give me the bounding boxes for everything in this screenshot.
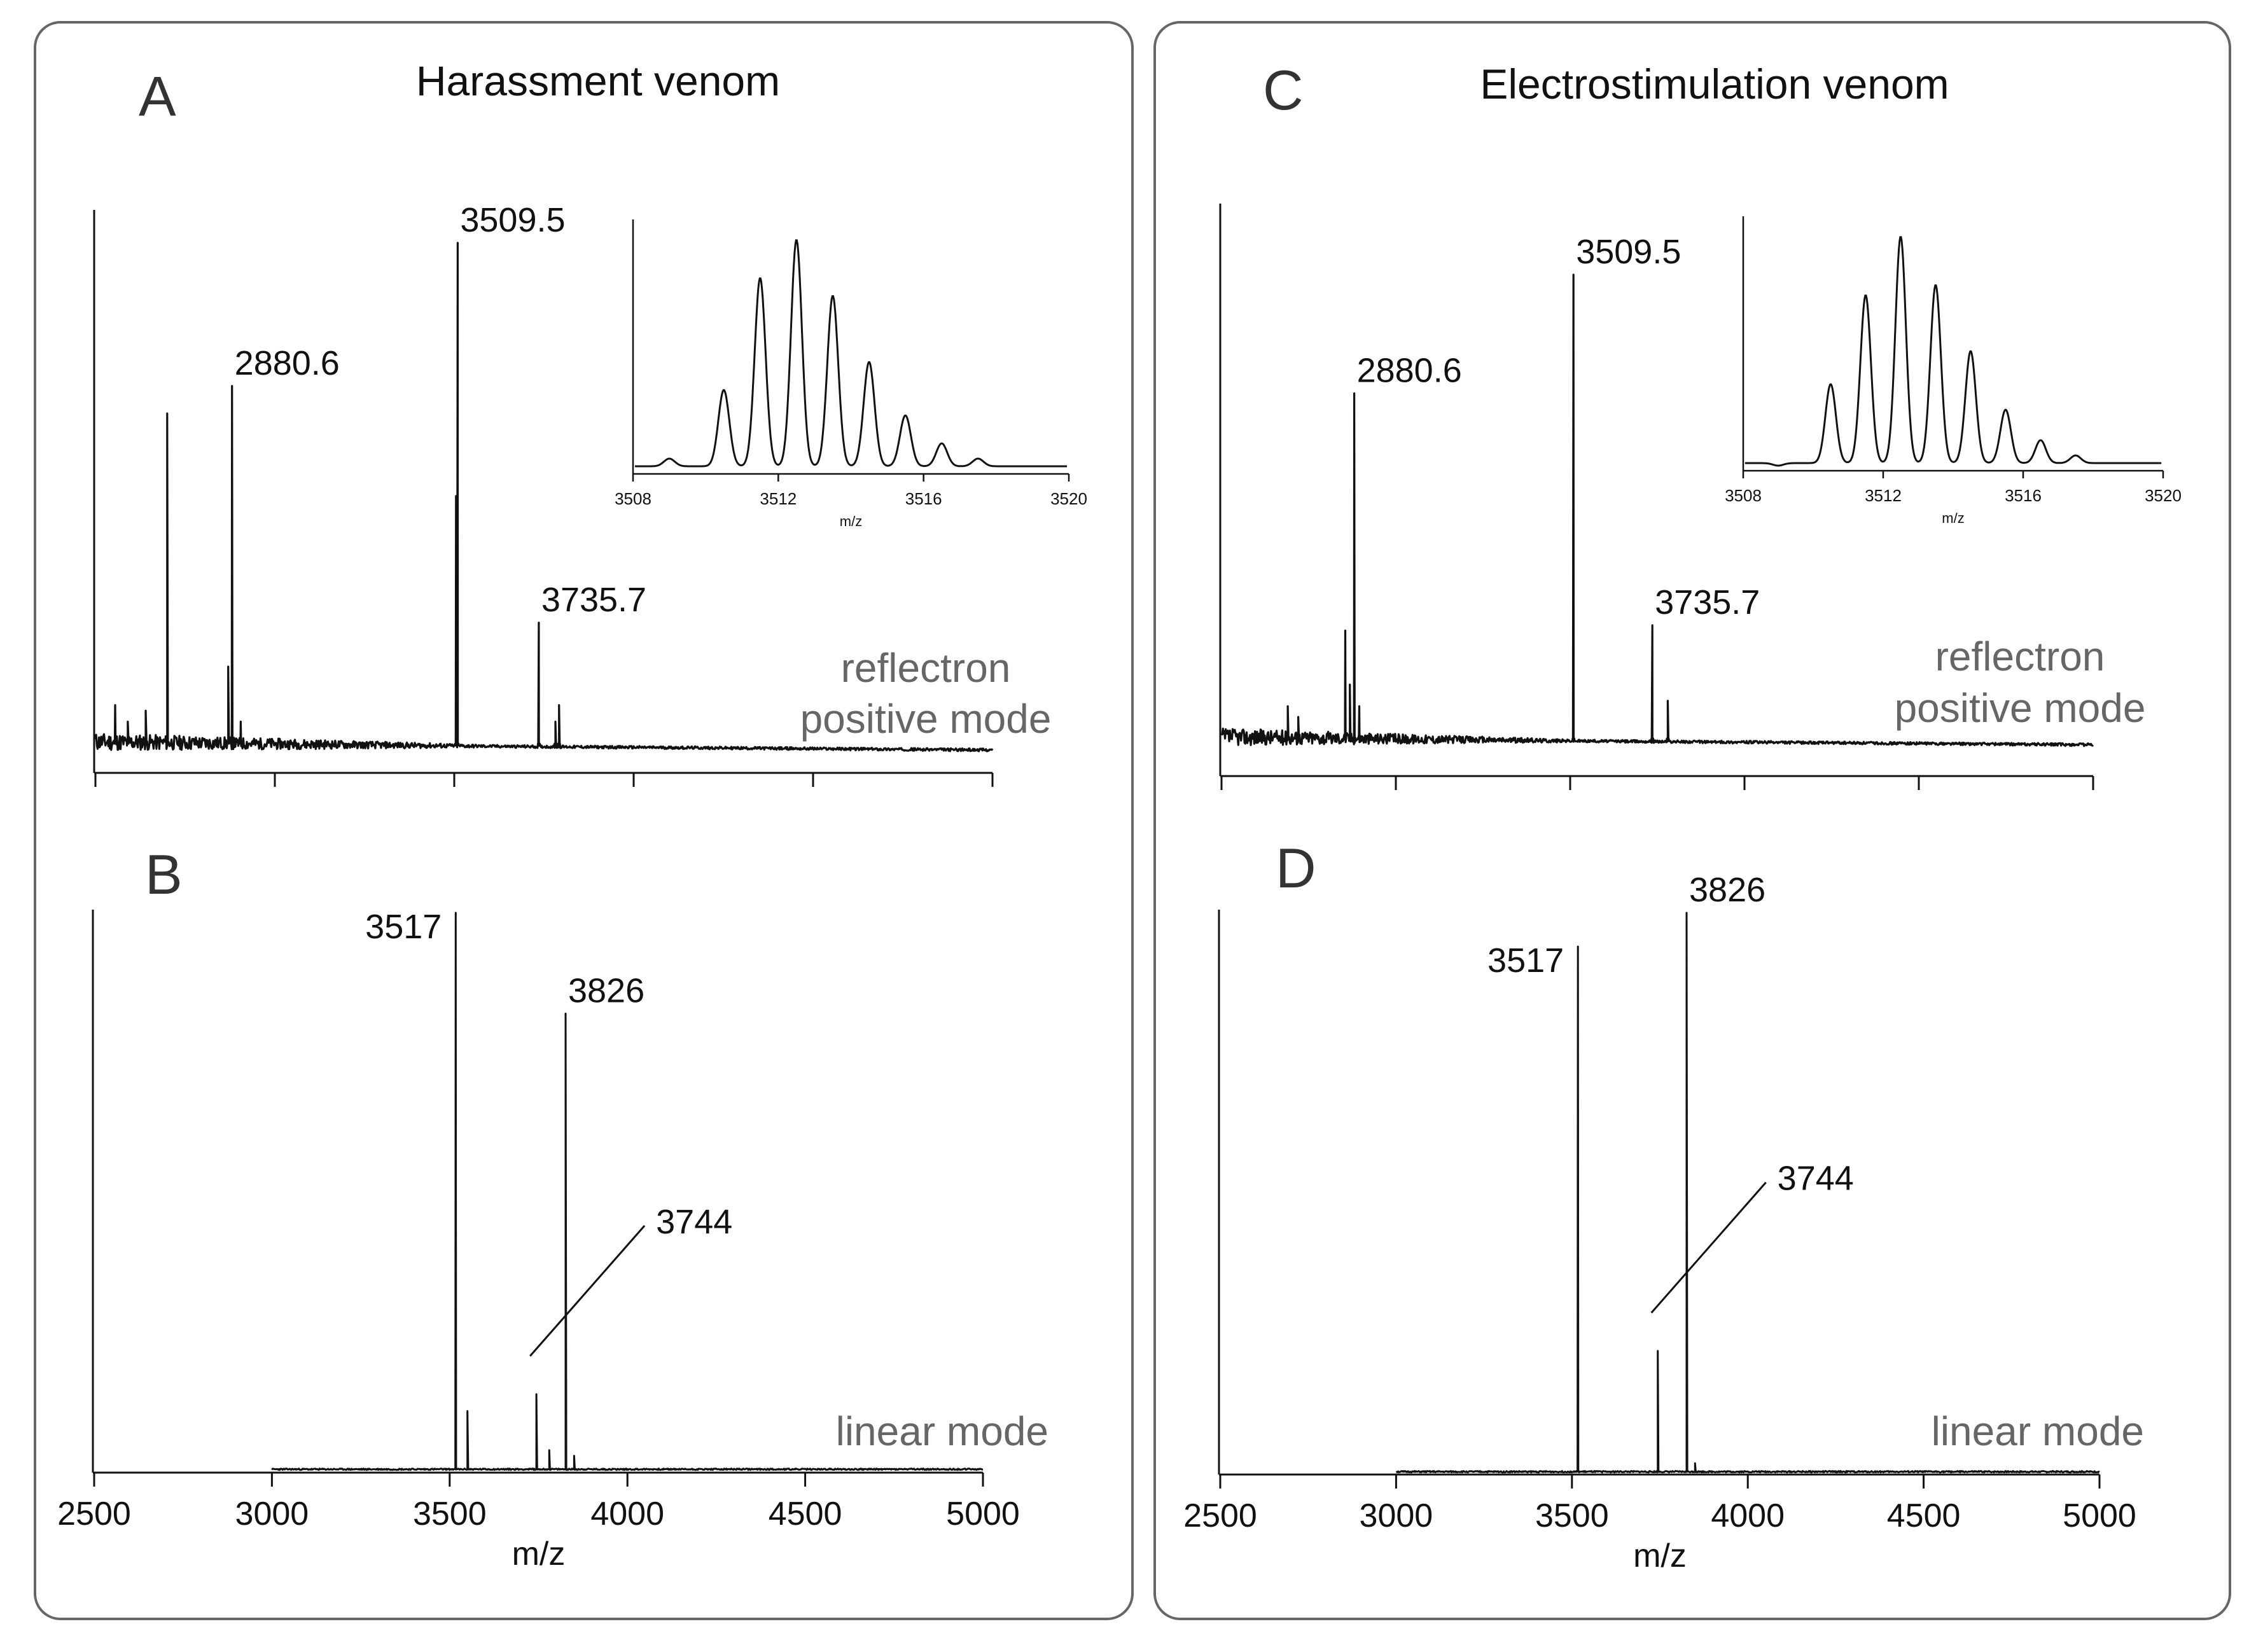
peak-label-A-3509.5: 3509.5 (460, 201, 565, 239)
mode-label-a-line2: positive mode (800, 696, 1052, 742)
x-tick-label-D-3500: 3500 (1535, 1497, 1609, 1534)
x-tick-label-D-2500: 2500 (1183, 1497, 1257, 1534)
inset-tick-label-C-3520: 3520 (2145, 486, 2182, 505)
peak-label-D-3826: 3826 (1689, 871, 1765, 909)
mode-label-c-line1: reflectron (1935, 634, 2105, 679)
panel-letter-b: B (145, 843, 183, 906)
inset-x-label-A: m/z (840, 513, 862, 529)
x-tick-label-B-4000: 4000 (590, 1496, 664, 1532)
x-axis-label-B: m/z (512, 1536, 566, 1572)
x-tick-label-D-4500: 4500 (1887, 1497, 1961, 1534)
peak-label-A-2880.6: 2880.6 (235, 344, 340, 382)
leader-B-3744 (529, 1225, 646, 1357)
x-tick-label-B-3500: 3500 (413, 1496, 487, 1532)
inset-tick-label-C-3516: 3516 (2005, 486, 2042, 505)
peak-label-D-3517: 3517 (1487, 941, 1564, 980)
inset-tick-label-C-3508: 3508 (1725, 486, 1762, 505)
mode-label-c-line2: positive mode (1895, 685, 2146, 731)
inset-trace-A (634, 239, 1068, 468)
x-axis-label-D: m/z (1633, 1537, 1687, 1574)
mode-label-b: linear mode (836, 1408, 1048, 1454)
trace-D (1396, 912, 2100, 1474)
spectrum-c: 2880.6 3509.5 3735.7 3508 3512 3516 3520 m/z (1219, 204, 2182, 790)
mode-label-a-line1: reflectron (841, 645, 1011, 691)
inset-trace-C (1744, 236, 2162, 467)
panel-letter-c: C (1263, 59, 1304, 121)
x-tick-label-D-3000: 3000 (1360, 1497, 1433, 1534)
right-frame (1153, 21, 2231, 1620)
peak-label-B-3517: 3517 (365, 908, 442, 946)
spectrum-b: 2500 3000 3500 4000 4500 5000 m/z 3517 3826 3744 (57, 908, 1020, 1572)
trace-A (94, 242, 994, 753)
trace-B (271, 912, 984, 1471)
spectrum-d: 2500 3000 3500 4000 4500 5000 m/z 3517 3826 3744 (1183, 871, 2136, 1574)
panel-title-electrostimulation: Electrostimulation venom (1480, 60, 1949, 108)
inset-tick-label-A-3512: 3512 (760, 489, 797, 508)
leader-D-3744 (1650, 1181, 1767, 1314)
peak-label-A-3735.7: 3735.7 (541, 581, 646, 619)
x-tick-label-B-4500: 4500 (769, 1496, 842, 1532)
inset-tick-label-A-3516: 3516 (905, 489, 942, 508)
x-tick-label-B-3000: 3000 (235, 1496, 309, 1532)
peak-label-C-2880.6: 2880.6 (1357, 351, 1462, 389)
peak-label-B-3744: 3744 (656, 1203, 732, 1241)
inset-tick-label-A-3508: 3508 (615, 489, 651, 508)
inset-tick-label-C-3512: 3512 (1865, 486, 1902, 505)
x-tick-label-D-5000: 5000 (2063, 1497, 2136, 1534)
peak-label-C-3509.5: 3509.5 (1576, 233, 1681, 271)
inset-tick-label-A-3520: 3520 (1050, 489, 1087, 508)
peak-label-D-3744: 3744 (1778, 1160, 1854, 1198)
spectrum-a: 2880.6 3509.5 3735.7 3508 3512 3516 3520 m/z (93, 201, 1087, 787)
panel-letter-a: A (139, 65, 176, 128)
panel-letter-d: D (1276, 836, 1316, 899)
panel-title-harassment: Harassment venom (416, 57, 780, 104)
peak-label-C-3735.7: 3735.7 (1655, 583, 1760, 621)
inset-x-label-C: m/z (1942, 510, 1964, 526)
trace-C (1220, 274, 2094, 747)
left-frame (34, 21, 1134, 1620)
x-tick-label-B-2500: 2500 (57, 1496, 131, 1532)
x-tick-label-D-4000: 4000 (1711, 1497, 1785, 1534)
peak-label-B-3826: 3826 (568, 971, 644, 1010)
mode-label-d: linear mode (1932, 1408, 2144, 1454)
x-tick-label-B-5000: 5000 (946, 1496, 1020, 1532)
